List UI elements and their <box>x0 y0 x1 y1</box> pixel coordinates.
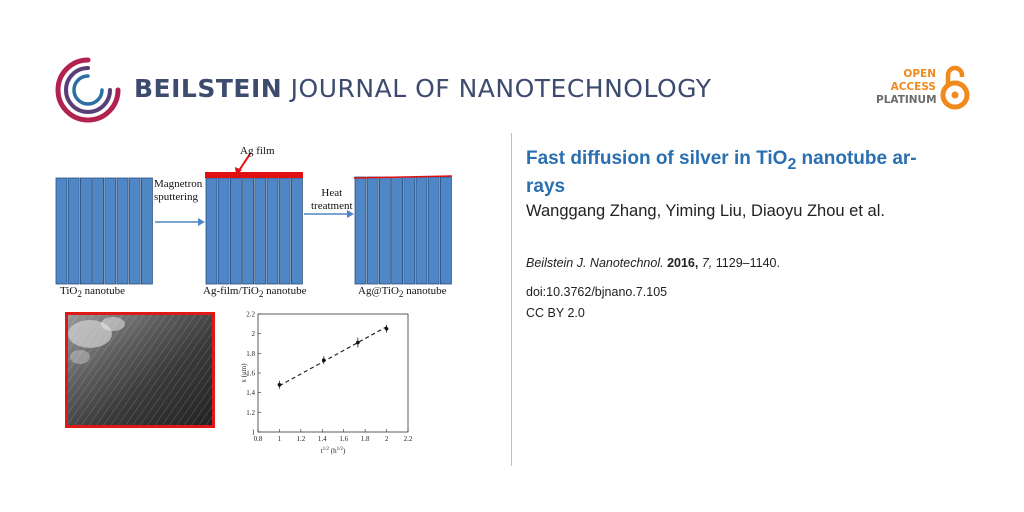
nanotube <box>217 177 230 285</box>
nanotube <box>67 177 80 285</box>
tube-array-1 <box>55 177 153 285</box>
tube-array-3 <box>354 176 452 285</box>
caption-ag-film-nanotube: Ag-film/TiO2 nanotube <box>203 285 307 300</box>
nanotube <box>254 177 267 285</box>
x-tick-label: 1.6 <box>339 435 348 443</box>
step1-label: Magnetron sputtering <box>154 178 203 203</box>
nanotube <box>266 177 279 285</box>
nanotube <box>229 177 242 285</box>
nanotube <box>55 177 68 285</box>
ag-film-pointer <box>237 153 251 173</box>
x-tick-label: 1.2 <box>296 435 305 443</box>
article-title[interactable]: Fast diffusion of silver in TiO2 nanotub… <box>526 148 917 197</box>
y-tick-label: 2.2 <box>246 311 255 319</box>
nanotube <box>242 177 255 285</box>
data-point <box>277 383 282 387</box>
ag-film-layer <box>205 172 303 178</box>
nanotube <box>128 177 141 285</box>
data-point <box>356 340 360 345</box>
y-tick-label: 2 <box>252 330 256 338</box>
x-tick-label: 1.8 <box>361 435 370 443</box>
open-access-label: OPEN ACCESS PLATINUM <box>876 68 937 106</box>
x-tick-label: 2.2 <box>404 435 413 443</box>
data-point <box>384 326 389 331</box>
nanotube <box>290 177 303 285</box>
y-tick-label: 1.2 <box>246 409 255 417</box>
nanotube <box>391 176 404 285</box>
data-point <box>321 358 326 363</box>
nanotube <box>141 177 153 285</box>
article-authors: Wanggang Zhang, Yiming Liu, Diaoyu Zhou … <box>526 202 885 220</box>
nanotube <box>366 176 379 285</box>
y-tick-label: 1 <box>252 429 256 437</box>
article-doi[interactable]: doi:10.3762/bjnano.7.105 <box>526 285 668 299</box>
beilstein-logo-icon <box>55 57 121 123</box>
schematic-figure <box>55 153 453 285</box>
sem-micrograph-image <box>65 312 215 428</box>
vertical-divider <box>511 133 512 466</box>
diffusion-scatter-chart: 0.8 1 1.2 1.4 1.6 1.8 2 2.211.21.41.61.822.2 t1… <box>240 311 413 456</box>
x-tick-label: 2 <box>385 435 389 443</box>
nanotube <box>403 176 416 285</box>
journal-title: BEILSTEIN JOURNAL OF NANOTECHNOLOGY <box>134 74 712 103</box>
nanotube <box>92 177 104 285</box>
x-axis-label: t1/2 (h1/2) <box>321 447 346 455</box>
nanotube <box>378 176 391 285</box>
ag-diffused-line <box>353 175 453 179</box>
caption-ag-tio2-nanotube: Ag@TiO2 nanotube <box>358 285 447 300</box>
step2-label: Heat treatment <box>311 187 353 212</box>
nanotube <box>104 177 117 285</box>
nanotube <box>439 176 452 285</box>
nanotube <box>278 177 291 285</box>
ag-film-label: Ag film <box>240 145 275 157</box>
open-access-lock-icon <box>940 65 970 110</box>
nanotube <box>427 176 440 285</box>
y-axis-label: x (μm) <box>240 363 248 383</box>
article-citation: Beilstein J. Nanotechnol. 2016, 7, 1129–… <box>526 256 780 270</box>
nanotube <box>205 177 218 285</box>
x-tick-label: 0.8 <box>254 435 263 443</box>
y-tick-label: 1.4 <box>246 389 255 397</box>
nanotube <box>354 176 367 285</box>
nanotube <box>415 176 428 285</box>
x-tick-label: 1.4 <box>318 435 327 443</box>
article-license: CC BY 2.0 <box>526 306 585 320</box>
caption-tio2-nanotube: TiO2 nanotube <box>60 285 125 300</box>
x-tick-label: 1 <box>278 435 282 443</box>
tube-array-2 <box>205 177 303 285</box>
y-tick-label: 1.6 <box>246 370 255 378</box>
fit-line <box>279 326 387 387</box>
nanotube <box>116 177 129 285</box>
nanotube <box>79 177 92 285</box>
y-tick-label: 1.8 <box>246 350 255 358</box>
plot-frame <box>257 313 409 433</box>
